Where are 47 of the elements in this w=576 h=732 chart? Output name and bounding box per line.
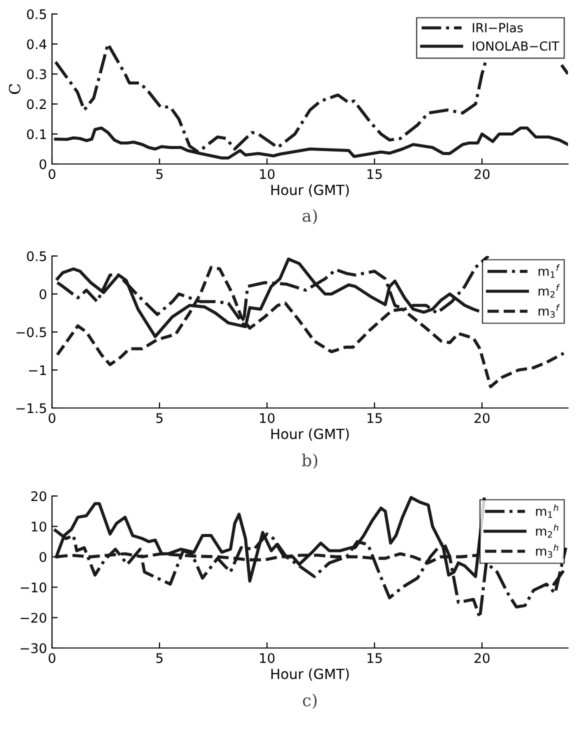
x-tick-label: 5 (156, 169, 163, 180)
legend-label: m$_{2}$$^{f}$ (538, 284, 560, 298)
text: c) (302, 694, 317, 709)
y-tick-label: 0.1 (27, 129, 46, 140)
y-tick-label: −20 (20, 612, 46, 623)
x-tick-label: 5 (156, 653, 163, 664)
x-tick-label: 10 (260, 169, 275, 180)
legend-label: m$_{1}$$^{f}$ (538, 264, 560, 278)
y-tick-label: 0.3 (27, 69, 46, 80)
x-tick-label: 0 (48, 653, 56, 664)
x-tick-label: 20 (474, 653, 490, 664)
y-tick-label: −1 (29, 365, 46, 376)
x-tick-label: 10 (260, 413, 275, 424)
y-tick-label: 0.4 (27, 39, 46, 50)
y-tick-label: 0 (40, 552, 46, 562)
x-tick-label: 15 (368, 413, 382, 424)
text: b) (302, 454, 318, 469)
y-tick-label: 0.2 (27, 99, 46, 110)
x-tick-label: 20 (474, 169, 490, 180)
y-tick-label: 0 (40, 159, 46, 170)
legend-label: m$_{3}$$^{h}$ (536, 544, 558, 558)
x-tick-label: 15 (368, 169, 382, 180)
x-tick-label: 20 (474, 413, 490, 424)
x-tick-label: 0 (48, 413, 56, 424)
y-tick-label: 0.5 (27, 251, 46, 262)
y-tick-label: −30 (20, 643, 46, 654)
x-tick-label: 0 (48, 169, 56, 180)
y-axis-title: C (8, 84, 20, 94)
legend-label: m$_{2}$$^{h}$ (536, 524, 558, 538)
y-tick-label: −1.5 (16, 403, 46, 414)
y-tick-label: 0 (40, 289, 46, 300)
y-tick-label: 10 (32, 522, 46, 532)
x-tick-label: 5 (156, 413, 163, 424)
legend-label: IRI−Plas (472, 22, 523, 32)
x-axis-title: Hour (GMT) (271, 668, 349, 681)
legend-label: IONOLAB−CIT (472, 41, 560, 51)
x-axis-title: Hour (GMT) (271, 184, 349, 197)
text: a) (302, 209, 317, 224)
y-tick-label: −0.5 (16, 327, 46, 338)
x-tick-label: 15 (368, 653, 382, 664)
y-tick-label: −10 (20, 582, 46, 592)
y-tick-label: 20 (31, 491, 46, 502)
y-tick-label: 0.5 (27, 9, 46, 20)
x-axis-title: Hour (GMT) (271, 428, 349, 441)
legend-label: m$_{3}$$^{f}$ (538, 304, 560, 318)
x-tick-label: 10 (260, 653, 275, 664)
legend-label: m$_{1}$$^{h}$ (536, 504, 558, 518)
